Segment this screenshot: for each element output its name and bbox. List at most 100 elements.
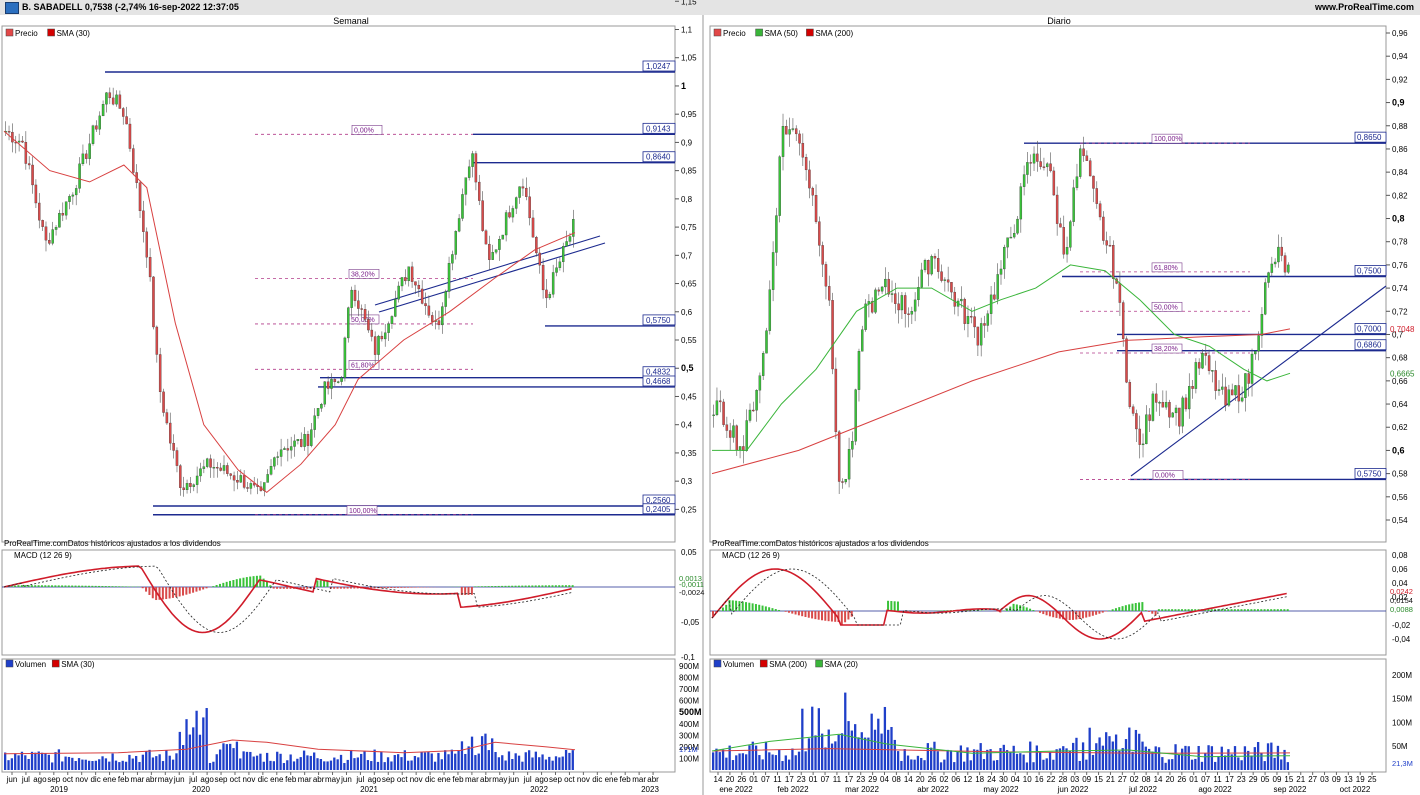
daily-macd-hist [1190,609,1193,611]
daily-volume-bar [1095,743,1098,770]
daily-x-label: 23 [1237,775,1246,784]
daily-candle [1221,386,1224,390]
daily-volume-bar [731,760,735,770]
daily-volume-bar [830,743,834,770]
daily-macd-hist [887,600,890,611]
daily-macd-hist [814,611,817,620]
daily-candle [1138,428,1141,445]
daily-candle [1194,362,1198,389]
daily-macd-hist [1052,611,1055,618]
daily-macd-hist [1015,604,1018,611]
weekly-candle [158,354,162,393]
daily-macd-hist [916,611,919,612]
daily-candle [927,260,930,275]
daily-level-label: 0,7500 [1357,267,1382,276]
weekly-macd-hist [558,585,561,587]
weekly-macd-hist [91,585,94,587]
daily-x-label: 05 [1261,775,1270,784]
daily-x-label: 09 [1273,775,1282,784]
weekly-candle [478,181,481,201]
weekly-volume-bar [265,752,269,770]
daily-candle [738,446,742,451]
weekly-macd-hist [259,575,262,587]
weekly-candle [491,252,494,260]
weekly-volume-axis-label: 700M [679,685,699,694]
daily-candle [1079,148,1082,177]
daily-candle [828,286,831,301]
weekly-candle [407,266,410,282]
daily-macd-hist [840,611,843,626]
weekly-volume-bar [71,757,74,770]
daily-month-label: jun 2022 [1057,785,1089,794]
weekly-candle [239,475,243,483]
site-link[interactable]: www.ProRealTime.com [1314,2,1414,12]
daily-volume-bar [906,755,910,770]
daily-x-label: 21 [1296,775,1305,784]
daily-macd-hist [999,611,1002,613]
daily-candle [818,221,821,246]
weekly-volume-bar [138,761,141,770]
weekly-volume-bar [118,762,121,770]
weekly-x-label: oct [564,775,575,784]
daily-candle [1049,163,1052,172]
weekly-volume-bar [188,734,192,770]
daily-candle [1065,247,1069,255]
daily-macd-hist [1227,609,1230,611]
weekly-x-label: mar [465,775,479,784]
weekly-volume-bar [168,755,171,770]
weekly-macd-value: 0,0013 [679,574,702,583]
daily-volume-bar [1240,760,1243,770]
daily-fib-tag [1151,262,1183,273]
weekly-candle [81,153,85,165]
daily-volume-bar [1052,759,1055,770]
daily-macd-hist [1247,609,1250,611]
weekly-candle [363,309,367,320]
daily-macd-hist [834,611,837,622]
daily-volume-bar [761,759,764,770]
daily-candle [1003,246,1006,270]
daily-macd-hist [1233,609,1236,611]
weekly-volume-bar [282,763,286,770]
daily-candle [1108,245,1112,247]
daily-volume-bar [1012,745,1015,770]
daily-macd-hist [1164,609,1167,611]
weekly-macd-hist [265,581,268,587]
weekly-macd-hist [343,587,346,589]
weekly-x-label: feb [118,775,130,784]
daily-level-label: 0,5750 [1357,469,1382,478]
daily-macd-hist [761,605,764,611]
daily-candle [1174,407,1178,414]
daily-volume-bar [883,706,887,770]
weekly-macd-hist [128,586,131,587]
daily-x-label: 23 [856,775,865,784]
weekly-x-label: dic [425,775,435,784]
weekly-axis-label: 1,1 [681,25,693,34]
weekly-candle [387,323,390,333]
weekly-level-label: 0,4832 [646,368,671,377]
weekly-candle [98,115,101,130]
weekly-year-label: 2019 [50,785,68,794]
daily-macd-hist [1283,609,1286,611]
weekly-volume-bar [121,760,124,770]
weekly-level-label: 1,0247 [646,62,671,71]
daily-macd-hist [827,611,830,622]
daily-candle [781,126,785,157]
daily-macd-hist [1072,611,1075,620]
daily-volume-bar [1247,750,1250,770]
weekly-macd-hist [356,587,359,589]
weekly-macd-hist [531,585,534,587]
weekly-volume-bar [279,753,282,770]
daily-candle [1072,187,1075,222]
daily-volume-bar [1164,762,1167,770]
daily-macd-hist [1276,609,1279,611]
weekly-volume-bar [124,761,128,770]
daily-x-label: 20 [725,775,734,784]
weekly-volume-bar [289,754,292,770]
weekly-candle [444,291,447,307]
daily-x-label: 11 [773,775,782,784]
daily-volume-bar [1280,759,1283,770]
weekly-x-label: feb [620,775,632,784]
weekly-volume-bar [151,757,155,770]
daily-candle [712,414,715,417]
